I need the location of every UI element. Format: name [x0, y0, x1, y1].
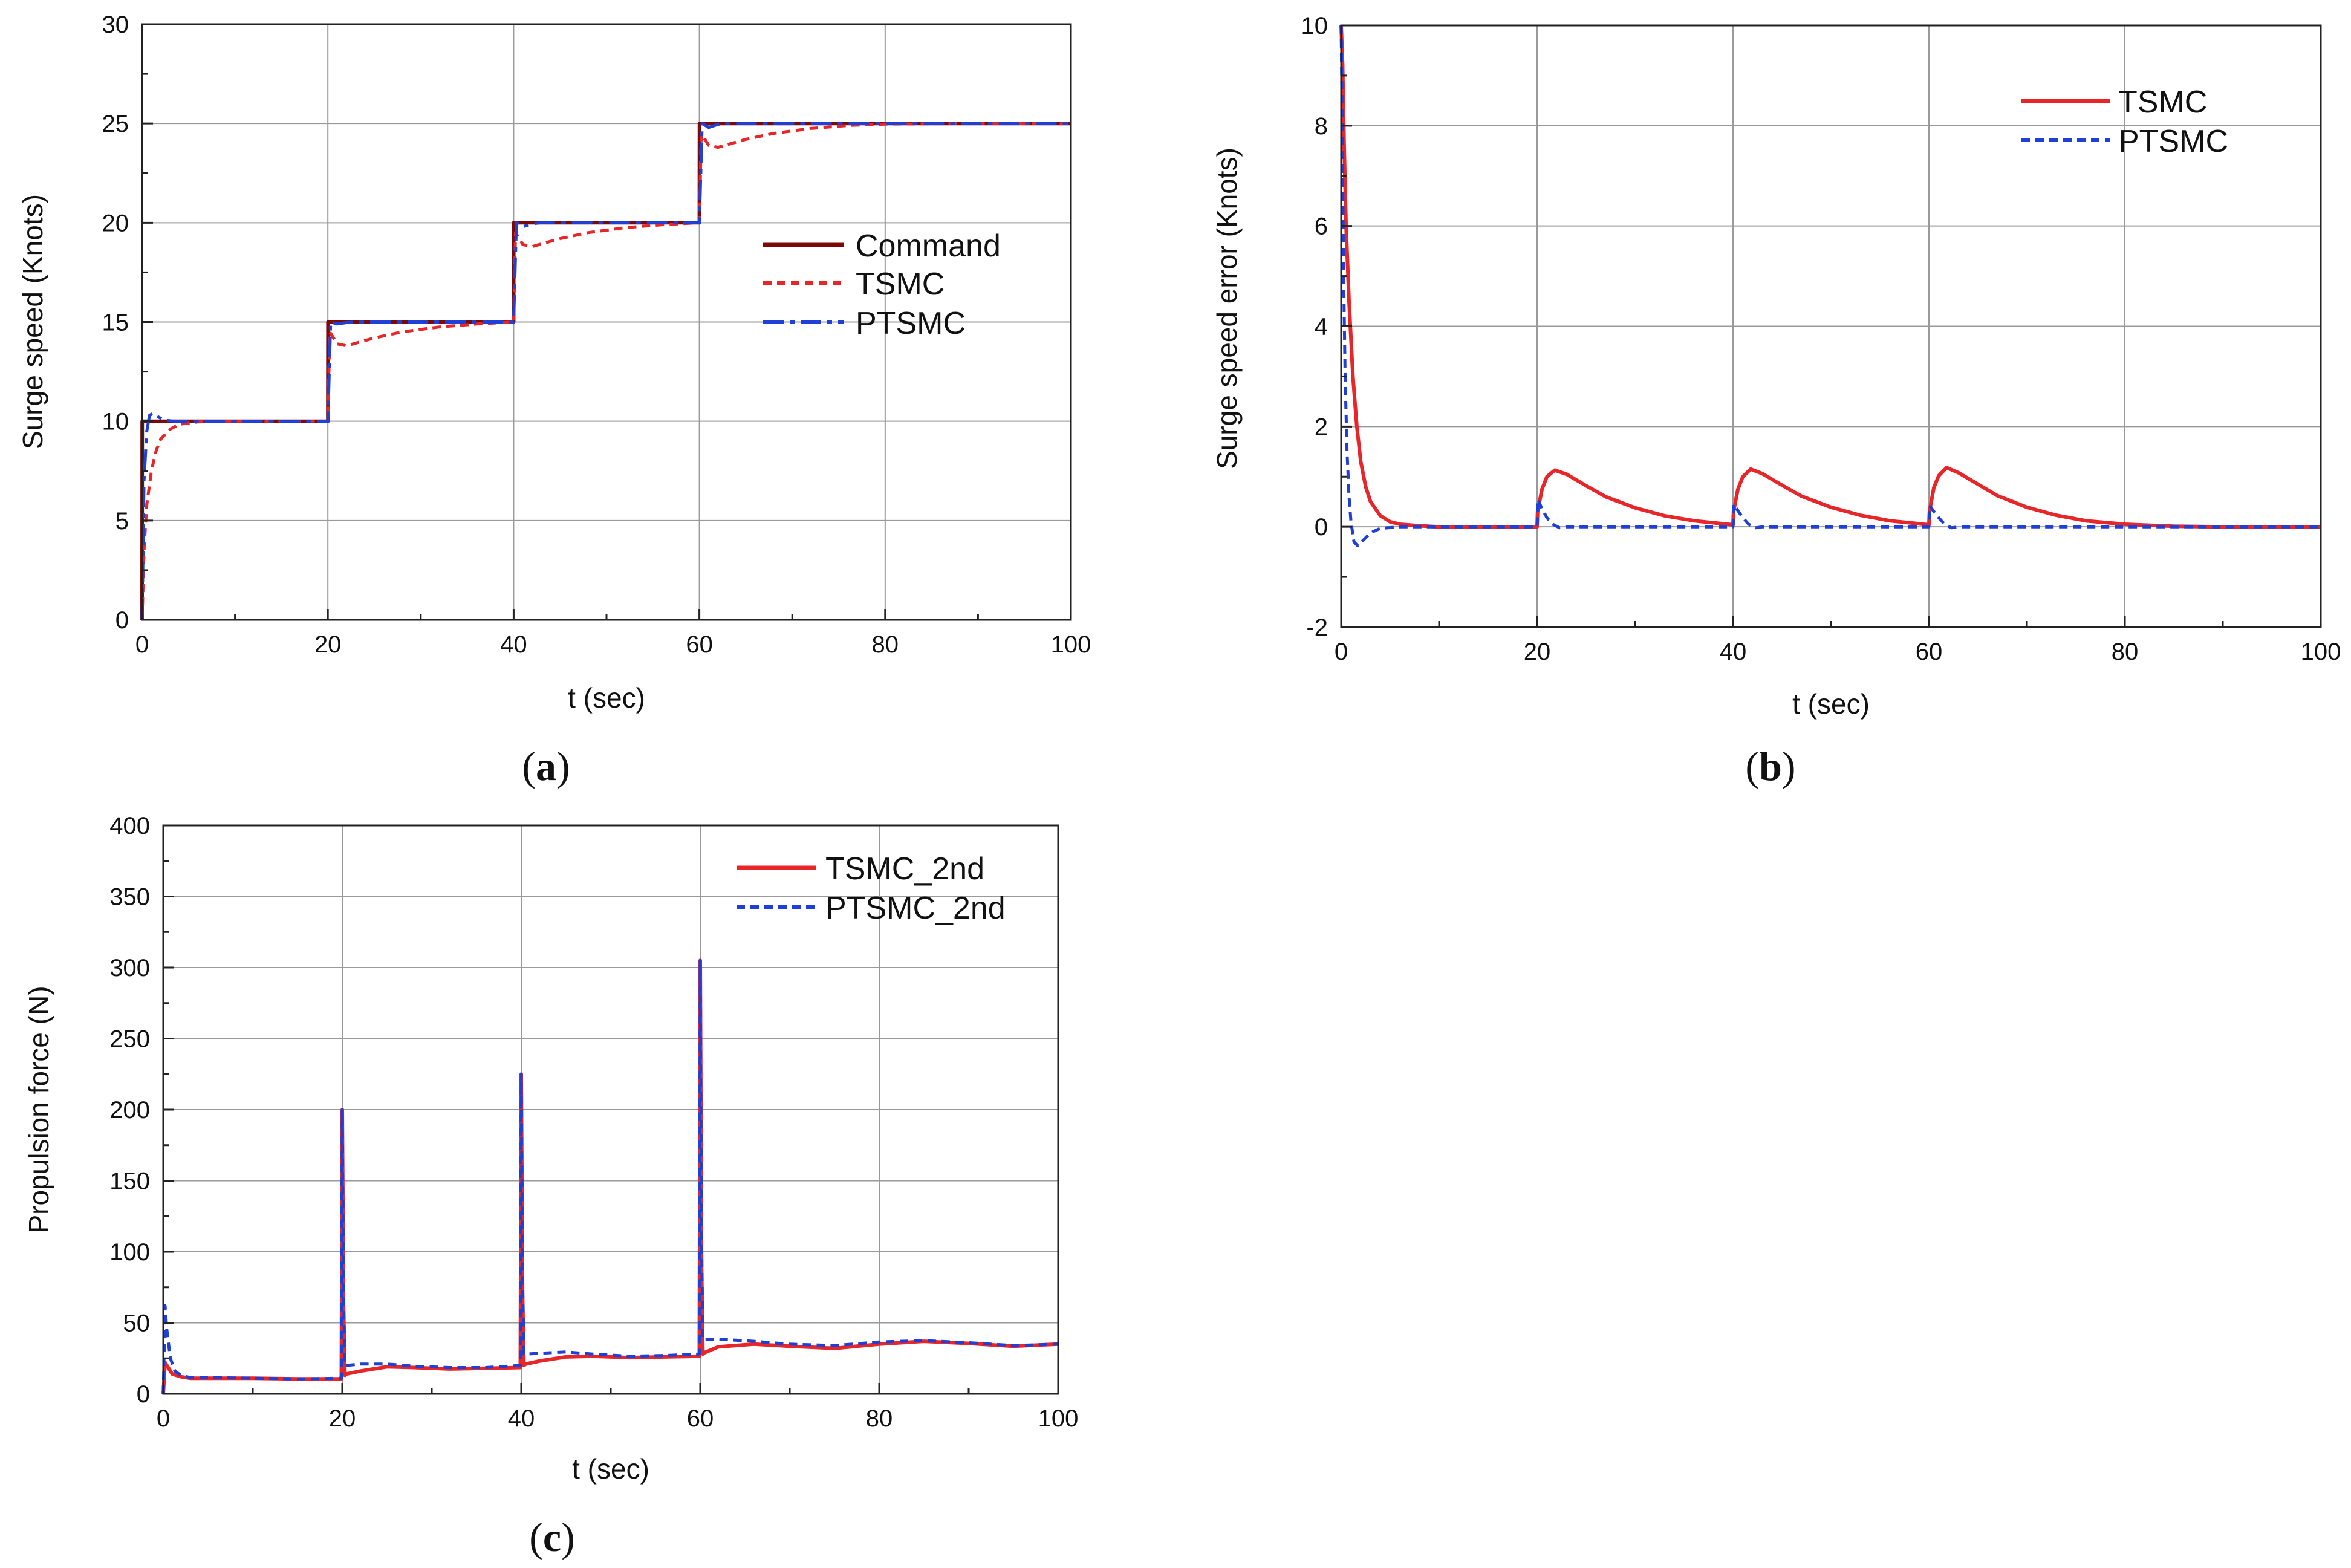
- x-tick-label-a-20: 20: [314, 631, 342, 658]
- legend-label-tsmc-a: TSMC: [856, 267, 945, 302]
- ticks-a: 0 20 40 60 80 100 0 5 10 15 20 25 30: [102, 11, 1091, 658]
- panel-c: 0 20 40 60 80 100 0 50 100 150 200 250 300 350 400 t (…: [23, 813, 1078, 1560]
- y-tick-label-a-3: 15: [102, 310, 129, 336]
- ticks-c: 0 20 40 60 80 100 0 50 100 150 200 250 300 350 400: [109, 813, 1078, 1432]
- y-axis-label-b: Surge speed error (Knots): [1211, 148, 1243, 469]
- x-tick-label-c-60: 60: [687, 1405, 714, 1432]
- y-tick-label-c-5: 250: [109, 1026, 150, 1053]
- legend-a: Command TSMC PTSMC: [763, 229, 1001, 341]
- x-tick-label-b-40: 40: [1720, 639, 1747, 665]
- y-tick-label-b-3: 4: [1315, 314, 1328, 340]
- x-tick-label-a-60: 60: [686, 631, 713, 658]
- y-axis-label-c: Propulsion force (N): [23, 986, 54, 1233]
- caption-b-close: ): [1782, 743, 1796, 789]
- caption-c-close: ): [561, 1514, 575, 1560]
- x-tick-label-b-60: 60: [1916, 639, 1943, 665]
- x-tick-label-b-100: 100: [2301, 639, 2341, 665]
- legend-label-command: Command: [856, 229, 1001, 264]
- y-tick-label-a-1: 5: [115, 508, 129, 535]
- x-axis-label-c: t (sec): [572, 1453, 649, 1485]
- x-tick-label-c-40: 40: [508, 1405, 535, 1432]
- x-tick-label-b-20: 20: [1524, 639, 1551, 665]
- y-tick-label-a-0: 0: [115, 607, 129, 634]
- legend-c: TSMC_2nd PTSMC_2nd: [737, 851, 1006, 926]
- x-tick-label-c-0: 0: [157, 1405, 170, 1432]
- caption-a: (a): [522, 743, 570, 789]
- caption-a-letter: a: [536, 743, 556, 789]
- series-b: [1339, 25, 2321, 548]
- series-a: [140, 122, 1071, 620]
- x-tick-label-a-0: 0: [135, 631, 149, 658]
- y-tick-label-b-0: -2: [1306, 614, 1328, 641]
- y-tick-label-c-2: 100: [109, 1239, 150, 1266]
- caption-b-letter: b: [1759, 743, 1782, 789]
- y-tick-label-b-2: 2: [1315, 414, 1328, 440]
- legend-label-ptsmc2: PTSMC_2nd: [825, 891, 1006, 926]
- series-line-b-tsmc: [1339, 25, 2321, 529]
- x-axis-label-b: t (sec): [1792, 688, 1870, 720]
- x-tick-label-a-100: 100: [1051, 631, 1091, 658]
- y-tick-label-b-5: 8: [1315, 113, 1328, 140]
- y-tick-label-a-5: 25: [102, 111, 129, 137]
- legend-label-tsmc-b: TSMC: [2118, 85, 2207, 120]
- panel-a: 0 20 40 60 80 100 0 5 10 15 20 25 30 t (sec) Surge s…: [17, 11, 1091, 789]
- series-line-c-ptsmc-2nd: [161, 958, 1059, 1394]
- y-axis-label-a: Surge speed (Knots): [17, 194, 48, 449]
- series-line-a-ptsmc: [140, 122, 1071, 620]
- x-tick-label-b-0: 0: [1335, 639, 1348, 665]
- y-tick-label-a-2: 10: [102, 409, 129, 435]
- y-tick-label-b-6: 10: [1301, 13, 1328, 39]
- legend-label-ptsmc-a: PTSMC: [856, 306, 966, 341]
- x-tick-label-a-40: 40: [500, 631, 527, 658]
- caption-c-letter: c: [543, 1514, 561, 1560]
- x-axis-label-a: t (sec): [568, 682, 645, 714]
- y-tick-label-b-1: 0: [1315, 514, 1328, 541]
- legend-label-ptsmc-b: PTSMC: [2118, 124, 2228, 159]
- y-tick-label-c-4: 200: [109, 1097, 150, 1124]
- x-tick-label-c-20: 20: [329, 1405, 356, 1432]
- y-tick-label-c-0: 0: [137, 1381, 150, 1408]
- caption-c: (c): [529, 1514, 575, 1560]
- y-tick-label-b-4: 6: [1315, 213, 1328, 240]
- caption-b: (b): [1745, 743, 1795, 789]
- legend-b: TSMC PTSMC: [2021, 85, 2228, 159]
- x-tick-label-a-80: 80: [872, 631, 899, 658]
- ticks-b: 0 20 40 60 80 100 -2 0 2 4 6 8 10: [1301, 13, 2341, 665]
- y-tick-label-a-4: 20: [102, 210, 129, 236]
- caption-c-open: (: [529, 1514, 543, 1560]
- y-tick-label-c-6: 300: [109, 955, 150, 981]
- x-tick-label-c-80: 80: [866, 1405, 893, 1432]
- panel-b: 0 20 40 60 80 100 -2 0 2 4 6 8 10 t (sec) Surge spee…: [1211, 13, 2341, 789]
- caption-b-open: (: [1745, 743, 1759, 789]
- legend-label-tsmc2: TSMC_2nd: [825, 851, 984, 886]
- series-line-b-ptsmc: [1339, 25, 2321, 548]
- caption-a-open: (: [522, 743, 536, 789]
- x-tick-label-c-100: 100: [1038, 1405, 1079, 1432]
- y-tick-label-c-3: 150: [109, 1168, 150, 1195]
- x-tick-label-b-80: 80: [2112, 639, 2139, 665]
- caption-a-close: ): [556, 743, 570, 789]
- series-c: [161, 958, 1059, 1394]
- y-tick-label-a-6: 30: [102, 11, 129, 38]
- y-tick-label-c-7: 350: [109, 884, 150, 911]
- y-tick-label-c-8: 400: [109, 813, 150, 839]
- y-tick-label-c-1: 50: [123, 1310, 151, 1337]
